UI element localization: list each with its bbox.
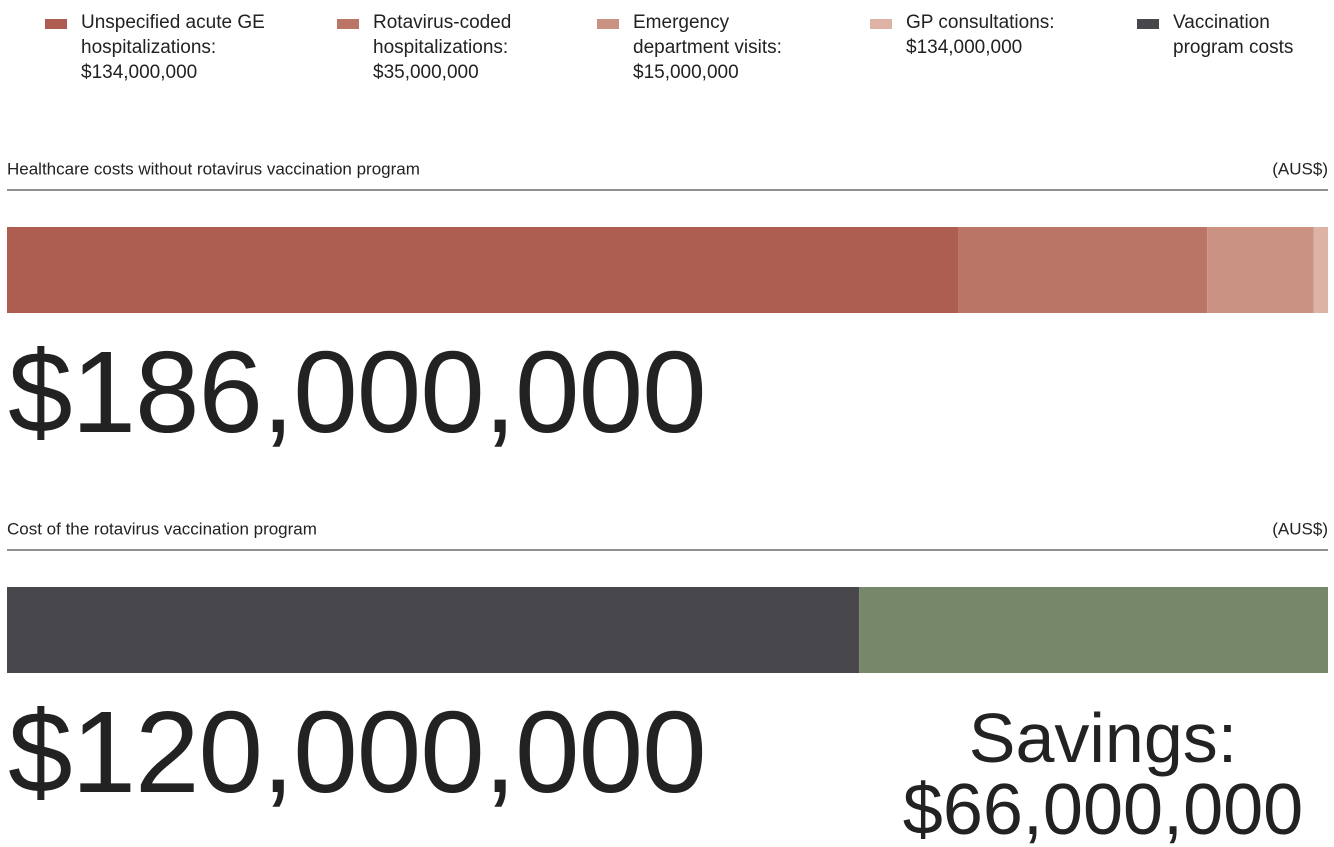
bar-segment [859, 587, 1328, 673]
legend-label: GP consultations: $134,000,000 [906, 12, 1055, 58]
chart-title: Cost of the rotavirus vaccination progra… [7, 519, 317, 538]
bar-segment [1207, 227, 1314, 313]
legend-swatch [870, 19, 892, 29]
total-label: $120,000,000 [8, 687, 706, 817]
legend-swatch [45, 19, 67, 29]
legend-swatch [1137, 19, 1159, 29]
bar-segment [1313, 227, 1328, 313]
legend-label: Vaccination program costs [1173, 12, 1294, 58]
savings-value: $66,000,000 [903, 770, 1303, 847]
bar-segment [958, 227, 1208, 313]
chart-title: Healthcare costs without rotavirus vacci… [7, 159, 420, 178]
legend-swatch [337, 19, 359, 29]
legend-label: Rotavirus-coded hospitalizations: $35,00… [373, 12, 512, 83]
unit-label: (AUS$) [1272, 159, 1328, 178]
savings-title: Savings: [969, 699, 1237, 777]
unit-label: (AUS$) [1272, 519, 1328, 538]
legend-swatch [597, 19, 619, 29]
total-label: $186,000,000 [8, 327, 706, 457]
legend-label: Emergency department visits: $15,000,000 [633, 12, 782, 83]
legend-label: Unspecified acute GE hospitalizations: $… [81, 12, 265, 83]
bar-segment [7, 227, 959, 313]
legend: Unspecified acute GE hospitalizations: $… [0, 10, 1334, 100]
bar-segment [7, 587, 860, 673]
